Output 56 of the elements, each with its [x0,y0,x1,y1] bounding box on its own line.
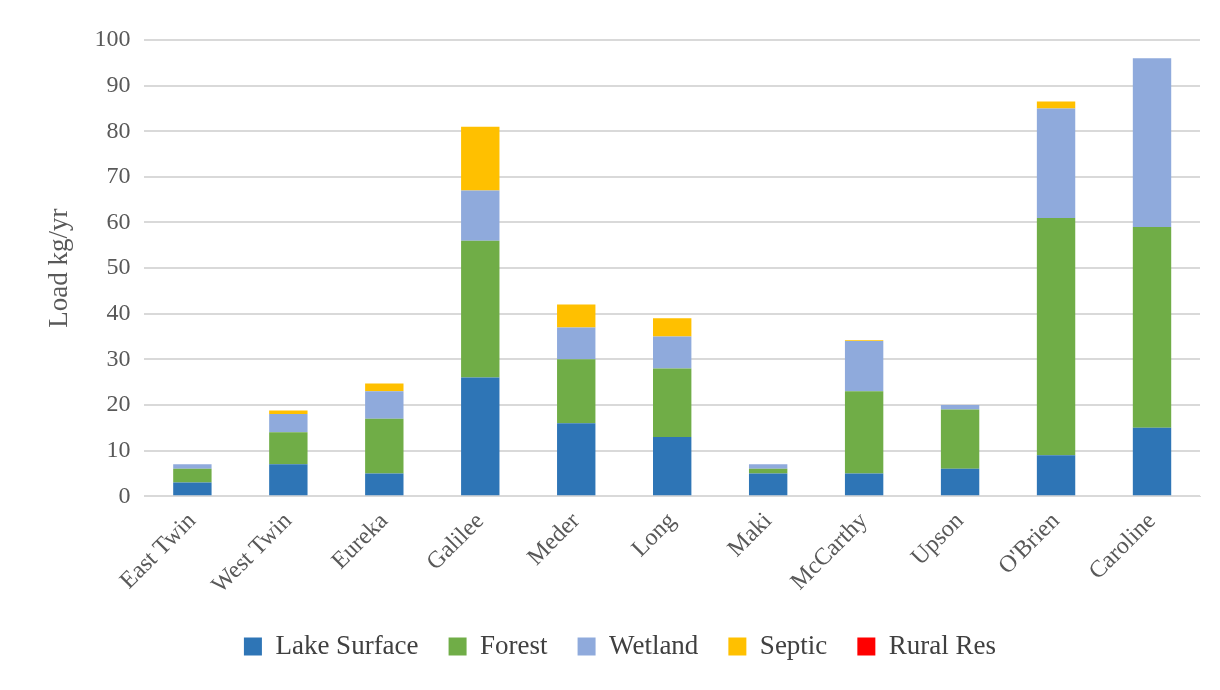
bar [173,482,212,496]
bar [653,436,692,496]
bar [940,468,980,496]
bar [844,341,884,392]
bar [365,418,404,474]
legend-label: Wetland [609,629,699,660]
bar [1036,455,1076,496]
y-tick-label: 20 [106,390,131,417]
bar [461,240,500,378]
y-tick-label: 30 [106,344,131,371]
bar [269,414,308,433]
bar [461,126,500,191]
y-tick-label: 0 [118,481,131,508]
bar [269,432,308,465]
bar [653,368,692,437]
y-tick-label: 80 [106,116,131,143]
bar [173,468,212,483]
bar [1132,227,1172,428]
y-axis-title: Load kg/yr [43,208,74,328]
y-tick-label: 10 [106,435,131,462]
y-tick-label: 50 [106,253,131,280]
bar [557,304,596,328]
bar [365,383,404,392]
bar [748,473,788,496]
y-tick-label: 70 [106,162,131,189]
legend-label: Lake Surface [275,629,419,660]
y-tick-label: 60 [106,207,131,234]
bar [557,327,596,360]
bar [365,473,404,496]
bar [365,391,404,419]
y-tick-label: 100 [94,25,131,52]
bar [748,464,788,469]
bar [1132,58,1172,228]
legend-label: Forest [480,629,549,660]
legend-label: Septic [759,629,828,660]
bar [269,410,308,415]
bar [269,464,308,496]
bar [461,377,500,496]
bar [844,391,884,474]
bar [1036,108,1076,218]
bar [173,464,212,469]
bar [653,336,692,369]
y-tick-label: 40 [106,299,131,326]
x-tick-label: East Twin [114,507,201,594]
bar [1132,427,1172,496]
x-tick-label: West Twin [205,507,297,598]
bar [1036,217,1076,456]
bar [940,409,980,469]
bar [653,318,692,337]
bar [557,423,596,496]
bar [557,359,596,424]
y-tick-label: 90 [106,70,131,97]
legend-label: Rural Res [888,629,997,660]
bar [461,190,500,241]
bar [844,473,884,496]
bar [940,405,980,410]
